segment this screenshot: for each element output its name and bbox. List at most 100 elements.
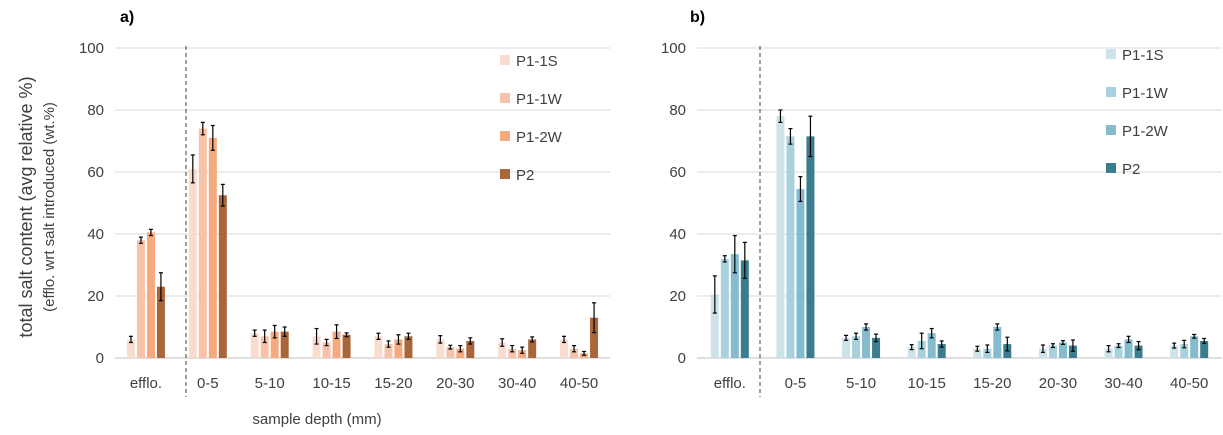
- y-tick-label: 20: [669, 288, 686, 305]
- legend-swatch: [500, 93, 510, 103]
- y-tick-label: 0: [96, 350, 104, 367]
- bar: [983, 348, 992, 358]
- bar: [1124, 339, 1133, 358]
- bar: [136, 240, 145, 358]
- bar: [973, 348, 982, 358]
- y-axis-label-line1: total salt content (avg relative %): [16, 76, 36, 337]
- x-axis-label: sample depth (mm): [252, 411, 381, 428]
- x-tick-label: 0-5: [785, 375, 807, 392]
- x-tick-label: 30-40: [1104, 375, 1142, 392]
- bar: [374, 336, 383, 358]
- bar: [342, 334, 351, 358]
- bar: [1200, 340, 1209, 358]
- bar: [332, 331, 341, 358]
- bar: [730, 254, 739, 358]
- y-tick-label: 40: [87, 226, 104, 243]
- bar: [528, 339, 537, 358]
- legend-swatch: [500, 131, 510, 141]
- bar: [852, 336, 861, 358]
- y-tick-label: 20: [87, 288, 104, 305]
- bar: [270, 331, 279, 358]
- legend-label: P2: [516, 167, 534, 184]
- bar: [312, 336, 321, 358]
- bar: [842, 337, 851, 358]
- x-tick-label: 20-30: [436, 375, 474, 392]
- bar: [1104, 348, 1113, 358]
- bar: [740, 260, 749, 358]
- bar: [570, 348, 579, 358]
- bar: [862, 327, 871, 358]
- legend-label: P1-2W: [1122, 123, 1169, 140]
- bar: [710, 294, 719, 358]
- legend-swatch: [1106, 125, 1116, 135]
- x-tick-label: 30-40: [498, 375, 536, 392]
- bar: [1114, 345, 1123, 358]
- bar: [927, 333, 936, 358]
- x-tick-label: 15-20: [973, 375, 1011, 392]
- bar: [1170, 345, 1179, 358]
- bar: [993, 327, 1002, 358]
- bar: [872, 337, 881, 358]
- x-tick-label: 10-15: [312, 375, 350, 392]
- bar: [1058, 342, 1067, 358]
- bar: [280, 331, 289, 358]
- legend-label: P1-1S: [516, 53, 558, 70]
- y-tick-label: 60: [87, 164, 104, 181]
- y-tick-label: 80: [669, 102, 686, 119]
- bar: [456, 348, 465, 358]
- y-axis-label: total salt content (avg relative %) (eff…: [16, 76, 58, 337]
- bar: [1134, 345, 1143, 358]
- bar: [1068, 345, 1077, 358]
- bar: [786, 136, 795, 358]
- bar: [1038, 348, 1047, 358]
- x-tick-label: 40-50: [1170, 375, 1208, 392]
- bar: [776, 116, 785, 358]
- x-tick-label: 0-5: [197, 375, 219, 392]
- bar: [1048, 345, 1057, 358]
- legend-label: P1-2W: [516, 129, 563, 146]
- bar: [937, 344, 946, 358]
- bar: [198, 128, 207, 358]
- legend-label: P1-1S: [1122, 47, 1164, 64]
- bar: [146, 232, 155, 358]
- bar: [907, 347, 916, 358]
- x-tick-label: 5-10: [255, 375, 285, 392]
- bar: [404, 336, 413, 358]
- legend-swatch: [500, 55, 510, 65]
- y-tick-label: 60: [669, 164, 686, 181]
- y-tick-label: 0: [678, 350, 686, 367]
- bar: [260, 336, 269, 358]
- x-tick-label: 5-10: [846, 375, 876, 392]
- y-tick-label: 100: [661, 40, 686, 57]
- bar: [806, 136, 815, 358]
- bar: [720, 258, 729, 358]
- legend-swatch: [1106, 163, 1116, 173]
- bar: [156, 286, 165, 358]
- bar: [917, 340, 926, 358]
- y-axis-label-line2: (efflo. wrt salt introduced (wt.%): [41, 102, 58, 312]
- y-tick-label: 80: [87, 102, 104, 119]
- legend-label: P2: [1122, 161, 1140, 178]
- bar: [1180, 344, 1189, 358]
- bar: [250, 333, 259, 358]
- bar: [560, 339, 569, 358]
- bar: [436, 339, 445, 358]
- bar: [188, 168, 197, 358]
- legend-swatch: [1106, 87, 1116, 97]
- legend-label: P1-1W: [516, 91, 563, 108]
- y-tick-label: 100: [79, 40, 104, 57]
- bar: [218, 195, 227, 358]
- legend-swatch: [500, 169, 510, 179]
- bar: [208, 137, 217, 358]
- x-tick-label: 10-15: [908, 375, 946, 392]
- bar: [466, 340, 475, 358]
- bar: [518, 350, 527, 358]
- chart-panel-a: a) 0 20 40 60 80 100 efflo. 0-5 5-10 10-15 15-20 20-…: [79, 9, 610, 397]
- bar: [508, 348, 517, 358]
- chart-panel-b: b) 0 20 40 60 80 100 efflo. 0-5 5-10 10-15 15-20 20-…: [661, 9, 1222, 397]
- x-tick-label: 40-50: [560, 375, 598, 392]
- x-tick-label: efflo.: [130, 375, 162, 392]
- bar: [384, 344, 393, 358]
